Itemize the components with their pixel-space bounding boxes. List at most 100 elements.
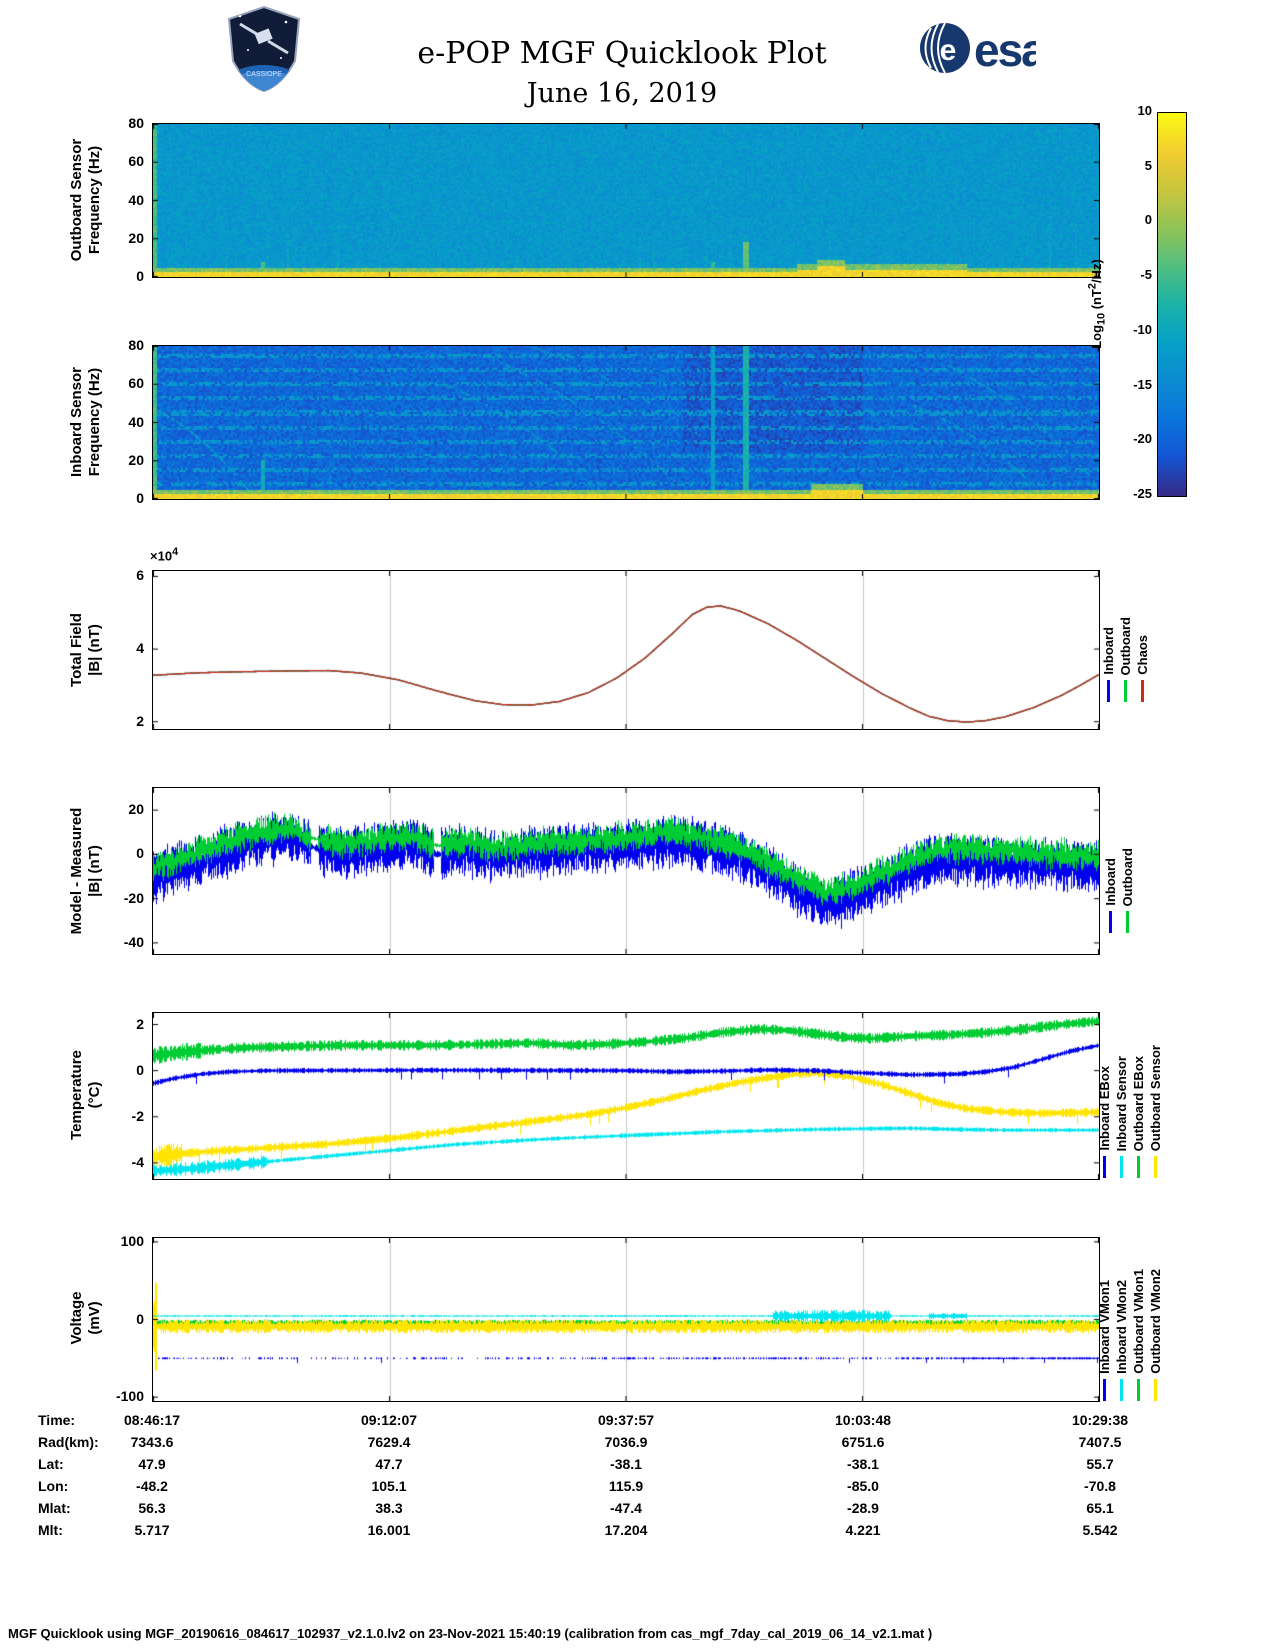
total-field-canvas — [153, 571, 1099, 729]
voltage-ytick--100: -100 — [115, 1388, 144, 1405]
total-field-panel — [152, 570, 1100, 730]
ephemeris-value: 55.7 — [1086, 1456, 1114, 1472]
colorbar-tick--5: -5 — [1140, 267, 1152, 283]
voltage-ytick-0: 0 — [136, 1310, 144, 1327]
legend-color-line — [1107, 680, 1110, 702]
inboard-spectrogram-ytick-20: 20 — [128, 451, 144, 468]
ephemeris-value: 09:12:07 — [360, 1412, 418, 1428]
ephemeris-table: Time: 08:46:17 09:12:07 09:37:57 10:03:48 10:… — [0, 1412, 1275, 1552]
colorbar — [1157, 112, 1187, 497]
legend-color-line — [1137, 1379, 1140, 1401]
temperature-ylabel: Temperature (°C) — [68, 1050, 104, 1140]
ylabel-line: Temperature — [68, 1050, 85, 1140]
model-minus-measured-ytick--20: -20 — [123, 889, 144, 906]
ephemeris-value: -28.9 — [847, 1500, 879, 1516]
figure-title: e-POP MGF Quicklook Plot — [417, 36, 827, 71]
ylabel-line: Voltage — [68, 1291, 85, 1345]
colorbar-tick--10: -10 — [1133, 321, 1152, 337]
ephemeris-value: 09:37:57 — [597, 1412, 655, 1428]
outboard-spectrogram-canvas — [153, 124, 1099, 277]
voltage-canvas — [153, 1238, 1099, 1401]
legend-color-line — [1103, 1379, 1106, 1401]
scale-mantissa: ×10 — [150, 548, 173, 564]
ephemeris-value: 7036.9 — [604, 1434, 648, 1450]
ephemeris-row-label: Mlat: — [38, 1500, 71, 1516]
ephemeris-value: 38.3 — [375, 1500, 403, 1516]
colorbar-tick--20: -20 — [1133, 431, 1152, 447]
voltage-ylabel: Voltage (mV) — [68, 1291, 104, 1344]
legend-label: Inboard — [1103, 858, 1118, 906]
legend-entry: Inboard EBox — [1097, 1012, 1112, 1178]
ephemeris-value: 4.221 — [845, 1522, 881, 1538]
ephemeris-value: 5.542 — [1082, 1522, 1118, 1538]
legend-label: Inboard VMon2 — [1114, 1280, 1129, 1374]
temperature-ytick--2: -2 — [131, 1107, 144, 1124]
legend-entry: Outboard — [1120, 787, 1135, 933]
outboard-spectrogram-ytick-60: 60 — [128, 153, 144, 170]
total-field-ytick-2: 2 — [136, 712, 144, 729]
legend-label: Outboard EBox — [1131, 1055, 1146, 1151]
legend-label: Outboard Sensor — [1148, 1044, 1163, 1151]
inboard-spectrogram-canvas — [153, 346, 1099, 499]
legend-entry: Inboard VMon1 — [1097, 1237, 1112, 1401]
ephemeris-value: 115.9 — [608, 1478, 644, 1494]
legend-entry: Inboard VMon2 — [1114, 1237, 1129, 1401]
ephemeris-value: -47.4 — [610, 1500, 642, 1516]
esa-logo: e esa — [918, 20, 1049, 83]
ephemeris-value: 7343.6 — [130, 1434, 174, 1450]
temperature-ytick--4: -4 — [131, 1153, 144, 1170]
legend-label: Chaos — [1135, 635, 1150, 675]
figure-date: June 16, 2019 — [526, 78, 718, 109]
ephemeris-row-label: Time: — [38, 1412, 76, 1428]
legend-label: Inboard — [1101, 627, 1116, 675]
ephemeris-value: -38.1 — [610, 1456, 642, 1472]
esa-logo-text: esa — [974, 24, 1036, 76]
legend-label: Outboard VMon1 — [1131, 1269, 1146, 1374]
legend-color-line — [1120, 1379, 1123, 1401]
legend-entry: Inboard Sensor — [1114, 1012, 1129, 1178]
ephemeris-value: 105.1 — [371, 1478, 407, 1494]
figure-title-block: e-POP MGF Quicklook Plot June 16, 2019 — [162, 36, 1082, 109]
ephemeris-value: 7407.5 — [1078, 1434, 1122, 1450]
scale-exponent: 4 — [172, 546, 179, 558]
legend-color-line — [1141, 680, 1144, 702]
ylabel-line: Total Field — [68, 613, 85, 687]
ephemeris-value: -38.1 — [847, 1456, 879, 1472]
legend-label: Outboard — [1118, 616, 1133, 676]
inboard-spectrogram-ytick-60: 60 — [128, 375, 144, 392]
legend-label: Inboard VMon1 — [1097, 1280, 1112, 1374]
voltage-ytick-100: 100 — [120, 1232, 144, 1249]
colorbar-label-post: /Hz) — [1088, 259, 1104, 284]
colorbar-gradient-canvas — [1158, 113, 1186, 496]
footer-caption: MGF Quicklook using MGF_20190616_084617_… — [8, 1626, 933, 1641]
legend-entry: Outboard VMon2 — [1148, 1237, 1163, 1401]
legend-entry: Outboard EBox — [1131, 1012, 1146, 1178]
ephemeris-row-label: Lon: — [38, 1478, 69, 1494]
legend-color-line — [1154, 1156, 1157, 1178]
legend-label: Inboard Sensor — [1114, 1055, 1129, 1151]
legend-label: Outboard — [1120, 847, 1135, 907]
cassiope-patch-text: CASSIOPE — [246, 71, 282, 78]
ephemeris-value: 10:03:48 — [834, 1412, 892, 1428]
inboard-spectrogram-ytick-80: 80 — [128, 337, 144, 353]
total-field-ylabel: Total Field |B| (nT) — [68, 613, 104, 687]
temperature-legend: Inboard EBox Inboard Sensor Outboard EBox O… — [1097, 1012, 1163, 1178]
model-minus-measured-canvas — [153, 788, 1099, 954]
colorbar-label-sup: 2 — [1086, 283, 1099, 290]
colorbar-tick--25: -25 — [1133, 486, 1152, 501]
ephemeris-value: 65.1 — [1086, 1500, 1114, 1516]
total-field-ytick-6: 6 — [136, 567, 144, 584]
legend-label: Inboard EBox — [1097, 1066, 1112, 1151]
legend-entry: Chaos — [1135, 570, 1150, 702]
ephemeris-row-label: Rad(km): — [38, 1434, 99, 1450]
inboard-spectrogram-ytick-0: 0 — [136, 490, 144, 506]
ephemeris-value: 6751.6 — [841, 1434, 885, 1450]
legend-entry: Outboard Sensor — [1148, 1012, 1163, 1178]
total-field-ytick-4: 4 — [136, 640, 144, 657]
colorbar-label: Log10 (nT2/Hz) — [1087, 259, 1108, 349]
ylabel-line: |B| (nT) — [86, 845, 103, 897]
legend-color-line — [1126, 911, 1129, 933]
ephemeris-value: 7629.4 — [367, 1434, 411, 1450]
legend-entry: Outboard — [1118, 570, 1133, 702]
outboard-spectrogram-panel — [152, 123, 1100, 278]
